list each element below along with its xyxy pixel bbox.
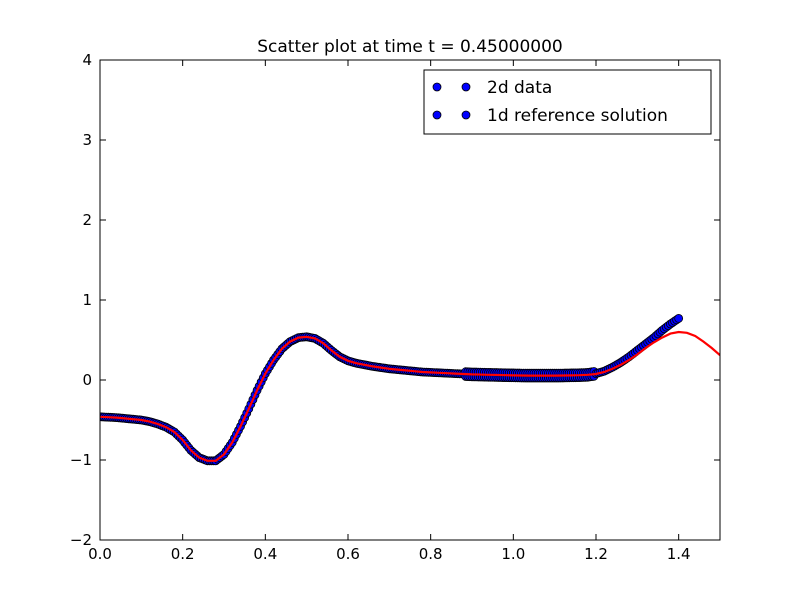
legend-label: 1d reference solution — [487, 106, 668, 126]
x-tick-label: 1.2 — [584, 545, 608, 563]
legend-label: 2d data — [487, 78, 552, 98]
legend-marker — [461, 82, 471, 92]
legend-marker — [461, 110, 471, 120]
x-tick-label: 0.6 — [336, 545, 360, 563]
axes: 0.0 0.2 0.4 0.6 0.8 1.0 1.2 1.4 −2 −1 0 1 2 3 4 — [70, 51, 721, 563]
y-tick-label: −1 — [70, 451, 92, 469]
legend-marker — [432, 82, 442, 92]
chart-title: Scatter plot at time t = 0.45000000 — [257, 37, 563, 57]
y-tick-label: 3 — [82, 131, 92, 149]
x-tick-label: 1.0 — [501, 545, 525, 563]
y-tick-label: 4 — [82, 51, 92, 69]
legend: 2d data 1d reference solution — [423, 69, 712, 135]
y-tick-label: 1 — [82, 291, 92, 309]
scatter-point-2d-data — [674, 313, 684, 323]
legend-box — [423, 69, 712, 135]
x-tick-label: 1.4 — [667, 545, 691, 563]
y-tick-label: −2 — [70, 531, 92, 549]
y-tick-label: 2 — [82, 211, 92, 229]
x-tick-label: 0.4 — [253, 545, 277, 563]
reference-solution-line — [100, 330, 720, 462]
legend-marker — [432, 110, 442, 120]
x-tick-label: 0.8 — [419, 545, 443, 563]
y-tick-label: 0 — [82, 371, 92, 389]
plot-area — [100, 313, 720, 466]
x-tick-label: 0.0 — [88, 545, 112, 563]
x-tick-label: 0.2 — [171, 545, 195, 563]
